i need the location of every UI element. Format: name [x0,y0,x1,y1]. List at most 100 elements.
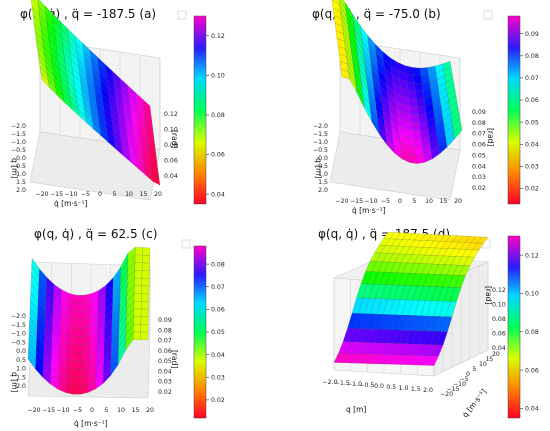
panel-c-colorbar-tick-label: 0.03 [211,374,225,381]
panel-b-surface-cell [412,130,422,140]
panel-a-y-tick-label: −0.5 [11,147,26,154]
panel-b-surface-cell [415,154,425,164]
panel-a-y-ticks: −2.0−1.5−1.0−0.50.00.51.01.52.0 [11,123,26,194]
panel-b-y-tick-label: −2.0 [313,123,328,130]
panel-c-y-tick-label: −2.0 [11,313,26,320]
panel-c: φ(q, q̇) , q̈ = 62.5 (c) −20 −15 −10 −5 0 5 10… [10,227,225,428]
panel-c-x-tick-label: 10 [117,407,125,414]
panel-c-surface-cell [83,293,92,304]
panel-b-surface-cell [413,138,423,148]
panel-c-surface-cell [75,294,84,304]
panel-c-y-tick-label: −1.5 [11,322,26,329]
panel-c-z-tick-label: 0.08 [158,327,172,334]
panel-c-x-tick-label: 5 [105,407,109,414]
panel-d-y-tick-label: −15 [447,386,460,393]
panel-c-surface-cell [140,324,149,333]
panel-a-y-tick-label: 1.5 [16,179,26,186]
panel-a-surface-cell [151,174,161,186]
panel-a-surface [31,0,161,186]
panel-b-surface [331,0,463,164]
panel-a-x-tick-label: −5 [81,191,90,198]
panel-c-z-tick-label: 0.03 [158,379,172,386]
panel-a-z-ticks: 0.04 0.06 0.08 0.10 0.12 [164,111,178,180]
panel-c-surface-cell [140,308,149,318]
panel-c-zlabel: [rad] [170,350,179,368]
panel-a-z-tick-label: 0.08 [164,142,178,149]
panel-c-surface-cell [133,300,142,310]
panel-a-z-tick-label: 0.06 [164,158,178,165]
panel-c-z-tick-label: 0.02 [158,389,172,396]
panel-b-x-tick-label: 15 [440,198,448,205]
panel-d-y-tick-label: 20 [492,351,500,358]
panel-b-colorbar-tick-label: 0.02 [525,186,539,193]
panel-b-zlabel: [rad] [486,128,495,146]
panel-c-surface-cell [133,308,142,317]
panel-a-y-tick-label: 2.0 [16,187,26,194]
panel-b-x-tick-label: 0 [398,198,402,205]
panel-c-y-tick-label: 0.5 [16,357,26,364]
panel-b-z-tick-label: 0.02 [472,185,486,192]
panel-c-surface-cell [80,384,89,395]
panel-c-surface-cell [75,303,84,312]
panel-b-surface-cell [407,89,417,100]
panel-c-x-tick-label: 0 [90,407,94,414]
panel-b-colorbar-tick-label: 0.07 [525,75,539,82]
panel-b-surface-cell [417,105,427,116]
panel-a-x-tick-label: −20 [35,191,48,198]
panel-d-surface-cell [427,355,439,366]
panel-d-z-tick-label: 0.12 [492,287,506,294]
panel-c-z-tick-label: 0.09 [158,317,172,324]
panel-c-surface-cell [73,369,82,378]
panel-d-z-tick-label: 0.10 [492,302,506,309]
panel-d-x-tick-label: 2.0 [423,387,433,394]
panel-d-ylabel: q̇ [m·s⁻¹] [460,387,488,419]
panel-a-colorbar: 0.04 0.06 0.08 0.10 0.12 [193,15,225,205]
panel-c-colorbar-tick-label: 0.06 [211,307,225,314]
panel-a-y-tick-label: 0.5 [16,163,26,170]
panel-d-y-tick-label: 10 [479,361,487,368]
panel-b-y-tick-label: 1.5 [318,179,328,186]
panel-c-surface-cell [82,301,91,312]
panel-d-colorbar-tick-label: 0.04 [525,406,539,413]
panel-a-x-tick-label: −15 [50,191,63,198]
panel-b-colorbar-tick-label: 0.08 [525,53,539,60]
panel-a-x-tick-label: 0 [98,191,102,198]
panel-b-y-tick-label: 0.0 [318,155,328,162]
panel-c-surface-cell [133,324,142,333]
panel-a-xlabel: q̇ [m·s⁻¹] [54,199,88,208]
panel-c-z-tick-label: 0.07 [158,338,172,345]
panel-c-y-tick-label: −0.5 [11,339,26,346]
panel-d-x-tick-label: −0.5 [359,382,374,389]
panel-b-ylabel: q [m] [314,158,323,178]
panel-a-x-tick-label: 10 [125,191,133,198]
panel-c-surface-cell [141,293,150,302]
panel-a-z-tick-label: 0.10 [164,127,178,134]
panel-d-zlabel: [rad] [484,286,493,304]
panel-b-x-tick-label: 20 [454,198,462,205]
panel-d-y-tick-label: −5 [460,376,469,383]
panel-c-legend-box [181,239,191,249]
panel-c-surface-cell [132,331,141,340]
panel-c-surface-cell [140,316,149,325]
panel-a-zlabel: [rad] [170,130,179,148]
panel-a-ylabel: q [m] [10,158,19,178]
panel-d-x-tick-label: 1.0 [399,385,409,392]
panel-d-x-tick-label: −2.0 [322,379,337,386]
panel-b-x-tick-label: −20 [335,198,348,205]
panel-b-y-tick-label: −0.5 [313,147,328,154]
panel-d-x-tick-label: 1.5 [411,386,421,393]
panel-a-y-tick-label: −1.0 [11,139,26,146]
panel-d-z-ticks: 0.04 0.06 0.08 0.10 0.12 [492,287,506,352]
panel-c-surface-cell [65,375,74,387]
panel-d-x-tick-label: −1.0 [347,381,362,388]
panel-b-z-tick-label: 0.04 [472,163,486,170]
panel-a-y-tick-label: −2.0 [11,123,26,130]
panel-d-colorbar: 0.04 0.06 0.08 0.10 0.12 [507,235,539,419]
panel-b-colorbar-tick-label: 0.06 [525,97,539,104]
panel-b-surface-cell [412,67,422,76]
panel-c-surface-cell [134,246,143,256]
panel-c-surface-cell [72,385,81,395]
panel-d-y-tick-label: −10 [453,381,466,388]
panel-b-z-tick-label: 0.06 [472,142,486,149]
